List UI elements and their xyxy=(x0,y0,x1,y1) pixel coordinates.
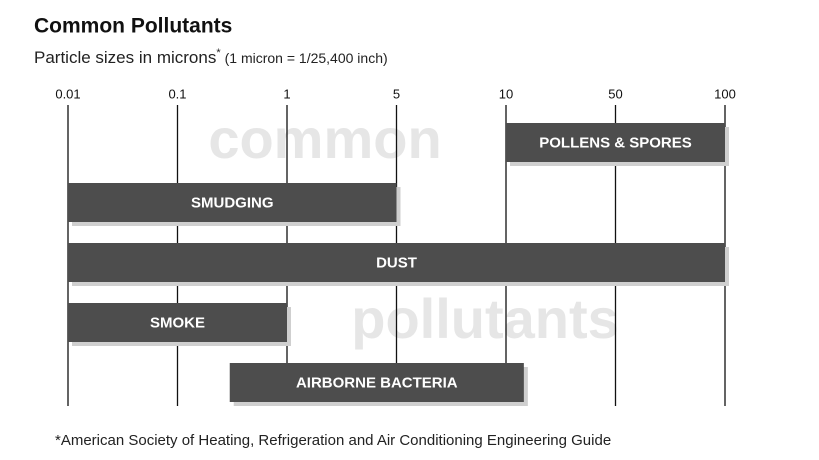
x-tick-label: 0.1 xyxy=(168,86,186,101)
x-tick-label: 5 xyxy=(393,86,400,101)
subtitle-text: Particle sizes in microns xyxy=(34,48,216,67)
bar xyxy=(68,303,287,342)
bar xyxy=(68,243,725,282)
chart-title: Common Pollutants xyxy=(34,15,232,38)
bar-label: POLLENS & SPORES xyxy=(539,134,692,151)
x-tick-label: 10 xyxy=(499,86,513,101)
watermark: pollutants xyxy=(351,287,619,350)
x-tick-label: 100 xyxy=(714,86,736,101)
chart-subtitle: Particle sizes in microns* (1 micron = 1/… xyxy=(34,47,388,68)
bar-label: SMUDGING xyxy=(191,194,274,211)
x-tick-label: 50 xyxy=(608,86,622,101)
subtitle-mark: * xyxy=(216,47,221,59)
bar-label: AIRBORNE BACTERIA xyxy=(296,374,458,391)
x-tick-label: 0.01 xyxy=(55,86,80,101)
x-tick-label: 1 xyxy=(283,86,290,101)
bar xyxy=(68,183,397,222)
watermark: common xyxy=(208,107,441,170)
bar xyxy=(506,123,725,162)
bar xyxy=(229,363,524,402)
footnote: *American Society of Heating, Refrigerat… xyxy=(55,432,611,449)
bar-label: SMOKE xyxy=(150,314,205,331)
bar-label: DUST xyxy=(376,254,417,271)
subtitle-note: (1 micron = 1/25,400 inch) xyxy=(225,50,388,66)
